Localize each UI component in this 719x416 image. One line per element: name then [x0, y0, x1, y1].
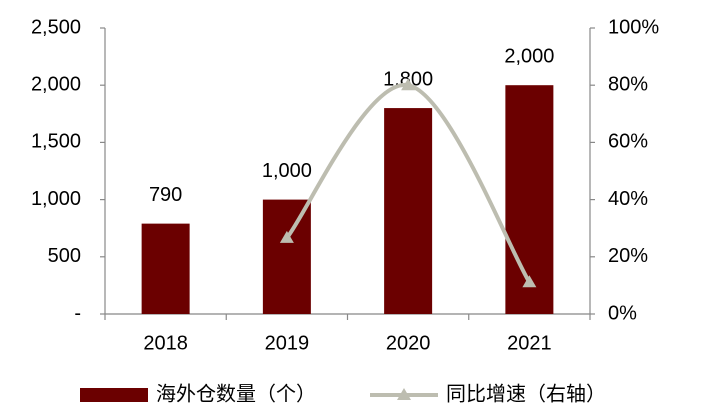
- x-tick-label: 2018: [143, 332, 188, 354]
- line-marker: [522, 275, 537, 288]
- y2-tick-label: 20%: [608, 245, 648, 267]
- legend-swatch: [80, 388, 148, 402]
- value-label: 2,000: [504, 45, 554, 67]
- y-tick-label: 1,000: [31, 188, 81, 210]
- y-tick-label: 2,000: [31, 73, 81, 95]
- y-tick-label: 1,500: [31, 131, 81, 153]
- x-tick-label: 2020: [386, 332, 431, 354]
- line-marker: [279, 230, 294, 243]
- value-label: 790: [149, 184, 182, 206]
- y-tick-label: -: [74, 302, 81, 324]
- x-tick-label: 2019: [265, 332, 310, 354]
- y2-tick-label: 0%: [608, 302, 637, 324]
- bar: [262, 199, 311, 314]
- legend-label: 海外仓数量（个）: [156, 382, 316, 405]
- legend-marker: [397, 388, 411, 400]
- y2-tick-label: 100%: [608, 16, 659, 38]
- x-tick-label: 2021: [507, 332, 552, 354]
- y-tick-label: 500: [48, 245, 81, 267]
- y-tick-label: 2,500: [31, 16, 81, 38]
- value-label: 1,000: [262, 160, 312, 182]
- y2-tick-label: 80%: [608, 73, 648, 95]
- y2-tick-label: 60%: [608, 131, 648, 153]
- bar: [141, 223, 190, 314]
- bar: [384, 108, 433, 314]
- legend-label: 同比增速（右轴）: [446, 382, 606, 405]
- line-marker: [401, 78, 416, 91]
- y2-tick-label: 40%: [608, 188, 648, 210]
